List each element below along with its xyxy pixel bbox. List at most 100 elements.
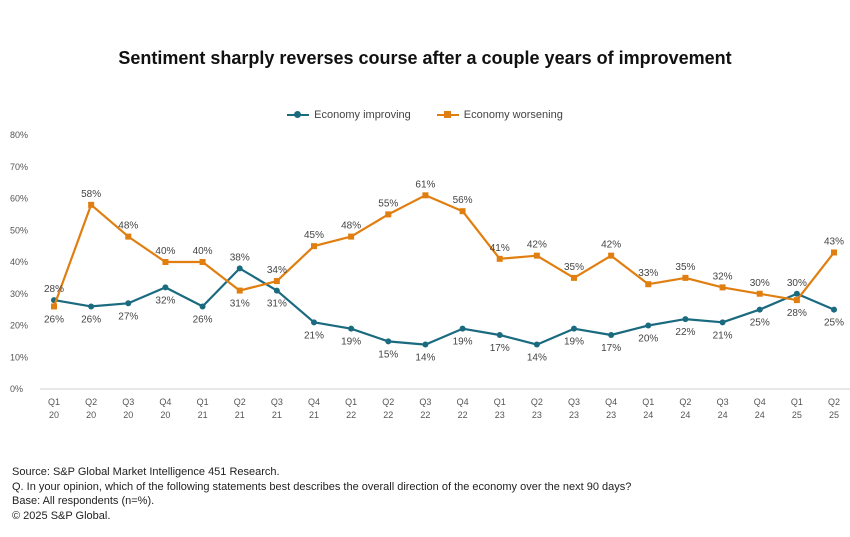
data-label-improving: 25% (750, 318, 770, 329)
x-tick-label: 22 (346, 410, 356, 420)
data-point-worsening (199, 259, 206, 265)
y-tick-label: 20% (10, 321, 28, 331)
data-label-improving: 38% (230, 252, 250, 263)
data-label-improving: 19% (341, 337, 361, 348)
x-tick-label: Q2 (679, 397, 691, 407)
data-point-improving (719, 319, 726, 326)
data-label-improving: 26% (81, 314, 101, 325)
x-tick-label: Q3 (122, 397, 134, 407)
data-point-worsening (422, 192, 429, 199)
x-tick-label: 21 (309, 410, 319, 420)
data-label-improving: 25% (824, 318, 844, 329)
x-tick-label: Q3 (568, 397, 580, 407)
x-tick-label: Q2 (234, 397, 246, 407)
y-tick-label: 40% (10, 257, 28, 267)
legend-label-improving: Economy improving (314, 109, 411, 121)
data-point-improving (162, 284, 169, 291)
data-point-improving (756, 306, 763, 313)
data-point-worsening (311, 243, 317, 250)
data-point-improving (459, 325, 466, 332)
data-point-worsening (831, 249, 837, 256)
x-tick-label: 24 (718, 410, 728, 420)
x-tick-label: 24 (680, 410, 690, 420)
data-point-improving (682, 316, 689, 323)
data-label-worsening: 40% (193, 246, 213, 257)
x-tick-label: 23 (606, 410, 616, 420)
x-tick-label: Q1 (197, 397, 209, 407)
x-tick-label: 21 (198, 410, 208, 420)
data-point-improving (496, 332, 503, 339)
data-label-improving: 26% (193, 314, 213, 325)
source-note: Source: S&P Global Market Intelligence 4… (12, 466, 280, 478)
data-point-worsening (645, 281, 652, 288)
data-point-worsening (88, 201, 95, 208)
legend-swatch-worsening (436, 111, 459, 119)
data-label-improving: 14% (527, 353, 547, 364)
data-label-improving: 22% (675, 327, 695, 338)
data-point-worsening (719, 284, 726, 291)
data-label-worsening: 56% (453, 195, 473, 206)
x-tick-label: 24 (643, 410, 653, 420)
data-point-worsening (571, 274, 577, 281)
data-point-improving (533, 341, 540, 348)
data-label-worsening: 35% (675, 262, 695, 273)
x-tick-label: Q4 (605, 397, 617, 407)
data-point-worsening (608, 252, 615, 259)
y-tick-label: 60% (10, 194, 28, 204)
data-label-improving: 19% (564, 337, 584, 348)
x-tick-label: Q2 (382, 397, 394, 407)
chart-legend: Economy improving Economy worsening (0, 109, 850, 121)
legend-swatch-improving (287, 111, 310, 119)
data-label-worsening: 42% (601, 240, 621, 251)
data-point-worsening (533, 252, 540, 259)
data-label-worsening: 61% (415, 179, 435, 190)
series-line-improving (53, 267, 835, 346)
data-point-worsening (459, 208, 466, 215)
legend-item-improving: Economy improving (287, 109, 411, 121)
x-tick-label: Q3 (419, 397, 431, 407)
data-point-improving (311, 319, 317, 326)
data-label-worsening: 35% (564, 262, 584, 273)
x-tick-label: 21 (235, 410, 245, 420)
data-point-improving (88, 303, 95, 310)
data-label-improving: 17% (601, 343, 621, 354)
x-tick-label: 21 (272, 410, 282, 420)
data-point-improving (273, 287, 280, 294)
x-tick-label: Q2 (531, 397, 543, 407)
x-tick-label: 20 (123, 410, 133, 420)
data-label-worsening: 55% (378, 198, 398, 209)
data-point-improving (831, 306, 837, 313)
data-label-worsening: 40% (155, 246, 175, 257)
data-label-improving: 21% (713, 330, 733, 341)
x-tick-label: Q4 (754, 397, 766, 407)
data-point-worsening (162, 259, 169, 265)
x-tick-label: Q3 (717, 397, 729, 407)
question-note: Q. In your opinion, which of the followi… (12, 480, 632, 493)
y-tick-label: 80% (10, 130, 28, 140)
chart-title: Sentiment sharply reverses course after … (118, 48, 732, 68)
data-point-improving (236, 265, 243, 272)
y-tick-label: 10% (10, 352, 28, 362)
data-point-worsening (236, 287, 243, 294)
data-point-worsening (273, 278, 280, 285)
x-tick-label: 20 (49, 410, 59, 420)
x-tick-label: Q1 (791, 397, 803, 407)
data-point-worsening (756, 290, 763, 297)
x-tick-label: 23 (532, 410, 542, 420)
x-tick-label: 22 (383, 410, 393, 420)
data-label-worsening: 34% (267, 265, 287, 276)
data-label-improving: 32% (155, 295, 175, 306)
x-tick-label: Q2 (828, 397, 840, 407)
series-line-worsening (52, 194, 835, 307)
data-label-improving: 30% (787, 278, 807, 289)
data-label-improving: 20% (638, 334, 658, 345)
data-label-worsening: 30% (750, 278, 770, 289)
data-label-worsening: 58% (81, 189, 101, 200)
x-tick-label: Q4 (159, 397, 171, 407)
base-note: Base: All respondents (n=%). (12, 495, 155, 507)
data-point-improving (385, 338, 392, 345)
data-label-improving: 19% (453, 337, 473, 348)
x-tick-label: Q1 (642, 397, 654, 407)
copyright-note: © 2025 S&P Global. (12, 509, 111, 522)
